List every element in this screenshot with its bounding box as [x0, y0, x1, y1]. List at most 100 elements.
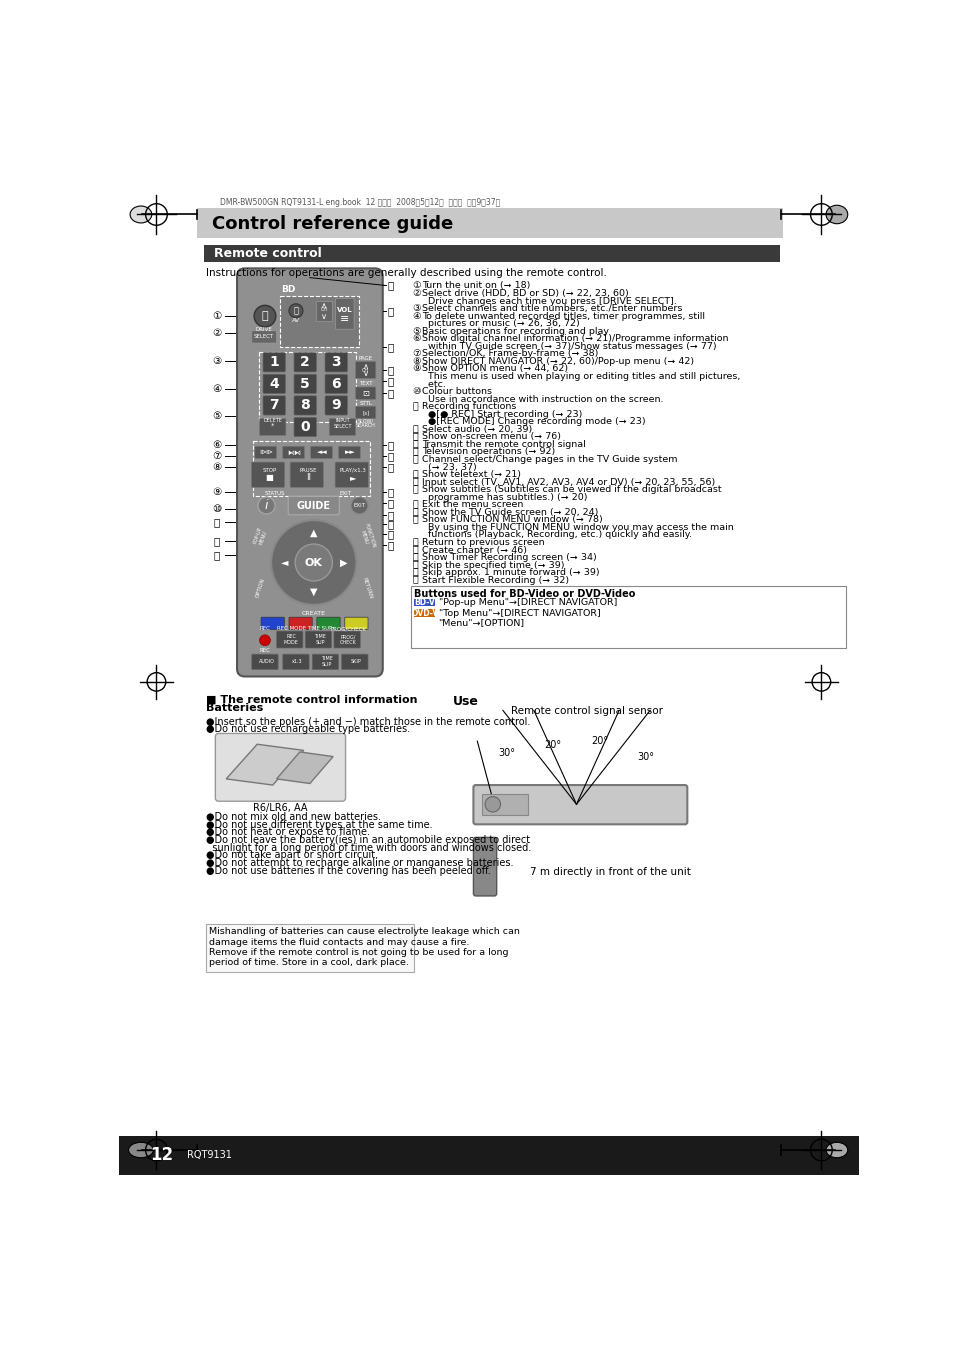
Text: Create chapter (➞ 46): Create chapter (➞ 46) [422, 546, 527, 554]
FancyBboxPatch shape [355, 362, 375, 378]
Circle shape [271, 520, 356, 605]
Text: TIME SUP: TIME SUP [307, 627, 333, 631]
Text: *: * [271, 423, 274, 428]
Text: ⑰: ⑰ [387, 365, 394, 376]
FancyBboxPatch shape [329, 419, 355, 435]
FancyBboxPatch shape [311, 446, 332, 458]
Text: 7: 7 [269, 399, 279, 412]
Text: ⑹: ⑹ [387, 519, 394, 530]
Text: Remote control signal sensor: Remote control signal sensor [510, 705, 662, 716]
FancyBboxPatch shape [263, 353, 285, 372]
Text: ∨: ∨ [320, 312, 327, 320]
Text: ⏻: ⏻ [294, 307, 298, 315]
Polygon shape [276, 753, 333, 784]
Text: Selection/OK, Frame-by-frame (➞ 38): Selection/OK, Frame-by-frame (➞ 38) [422, 350, 598, 358]
Text: ④: ④ [213, 384, 221, 394]
Text: ⑳: ⑳ [387, 440, 394, 450]
FancyBboxPatch shape [290, 462, 323, 488]
Text: RETURN: RETURN [361, 577, 373, 600]
Text: ⑨: ⑨ [213, 486, 221, 497]
Text: ⑯: ⑯ [387, 342, 394, 351]
Text: ▲: ▲ [310, 528, 317, 538]
Text: 12: 12 [151, 1147, 173, 1165]
Text: Mishandling of batteries can cause electrolyte leakage which can: Mishandling of batteries can cause elect… [209, 928, 519, 936]
Text: Start Flexible Recording (➞ 32): Start Flexible Recording (➞ 32) [422, 576, 569, 585]
Text: SLOW/: SLOW/ [357, 419, 374, 423]
Text: Skip approx. 1 minute forward (➞ 39): Skip approx. 1 minute forward (➞ 39) [422, 569, 599, 577]
Polygon shape [226, 744, 303, 785]
FancyBboxPatch shape [259, 419, 286, 435]
Text: x1.3: x1.3 [292, 659, 302, 665]
Text: ⑧: ⑧ [412, 357, 420, 366]
Text: ●Do not use different types at the same time.: ●Do not use different types at the same … [206, 820, 433, 830]
Text: ⑸: ⑸ [387, 509, 394, 520]
Text: Use: Use [452, 694, 477, 708]
FancyBboxPatch shape [294, 353, 316, 372]
Text: programme has subtitles.) (➞ 20): programme has subtitles.) (➞ 20) [422, 493, 587, 501]
Text: ⑫: ⑫ [412, 424, 417, 434]
Circle shape [257, 497, 274, 513]
Text: POP-UP
MENU: POP-UP MENU [253, 527, 268, 546]
Text: ⑴: ⑴ [412, 508, 417, 517]
FancyBboxPatch shape [263, 374, 285, 393]
Text: 6: 6 [331, 377, 341, 390]
FancyBboxPatch shape [316, 617, 340, 630]
Text: ⑮: ⑮ [412, 447, 417, 457]
Text: Select channels and title numbers, etc./Enter numbers: Select channels and title numbers, etc./… [422, 304, 682, 313]
Text: ①: ① [412, 281, 420, 290]
Ellipse shape [825, 205, 847, 224]
Text: Exit the menu screen: Exit the menu screen [422, 500, 523, 509]
Text: This menu is used when playing or editing titles and still pictures,: This menu is used when playing or editin… [422, 372, 740, 381]
Text: 20°: 20° [544, 740, 561, 750]
Text: OPTION: OPTION [254, 577, 266, 598]
Text: REC: REC [259, 647, 270, 653]
Text: Drive changes each time you press [DRIVE SELECT].: Drive changes each time you press [DRIVE… [422, 297, 677, 305]
Text: ►►: ►► [344, 450, 355, 455]
FancyBboxPatch shape [282, 654, 309, 670]
Text: VOL: VOL [336, 307, 353, 313]
Text: Buttons used for BD-Video or DVD-Video: Buttons used for BD-Video or DVD-Video [414, 589, 635, 600]
Text: AV: AV [292, 319, 299, 323]
Circle shape [289, 304, 303, 317]
Circle shape [294, 544, 332, 581]
Text: Television operations (➞ 92): Television operations (➞ 92) [422, 447, 555, 457]
Text: Basic operations for recording and play: Basic operations for recording and play [422, 327, 609, 336]
FancyBboxPatch shape [355, 407, 375, 419]
Text: Select drive (HDD, BD or SD) (➞ 22, 23, 60): Select drive (HDD, BD or SD) (➞ 22, 23, … [422, 289, 628, 299]
Text: ⑪: ⑪ [412, 403, 417, 411]
Text: ≡: ≡ [339, 315, 349, 324]
Bar [315, 301, 332, 320]
Text: ⑭: ⑭ [387, 280, 394, 290]
Text: R6/LR6, AA: R6/LR6, AA [253, 802, 308, 813]
Text: 5: 5 [300, 377, 310, 390]
Text: 30°: 30° [497, 747, 515, 758]
Text: ⑦: ⑦ [213, 451, 221, 461]
Text: INPUT: INPUT [335, 419, 350, 423]
Text: CREATE: CREATE [301, 611, 325, 616]
Text: ●Do not use batteries if the covering has been peeled off.: ●Do not use batteries if the covering ha… [206, 866, 490, 875]
Text: STTL: STTL [359, 401, 372, 405]
Text: ⑩: ⑩ [213, 504, 221, 513]
Text: Show subtitles (Subtitles can be viewed if the digital broadcast: Show subtitles (Subtitles can be viewed … [422, 485, 721, 494]
Text: ⑶: ⑶ [387, 486, 394, 497]
Ellipse shape [130, 205, 152, 223]
Text: Channel select/Change pages in the TV Guide system: Channel select/Change pages in the TV Gu… [422, 455, 677, 463]
Text: ●[● REC] Start recording (➞ 23): ●[● REC] Start recording (➞ 23) [422, 409, 582, 419]
Text: Control reference guide: Control reference guide [212, 215, 453, 232]
Bar [414, 609, 435, 617]
Circle shape [484, 797, 500, 812]
Text: ⑵: ⑵ [412, 515, 417, 524]
Text: ②: ② [412, 289, 420, 299]
Text: Recording functions: Recording functions [422, 403, 517, 411]
FancyBboxPatch shape [473, 785, 686, 824]
Text: ⑲: ⑲ [387, 388, 394, 399]
Text: ∧: ∧ [362, 362, 369, 370]
Ellipse shape [129, 1143, 153, 1158]
FancyBboxPatch shape [252, 654, 278, 670]
Text: Input select (TV, AV1, AV2, AV3, AV4 or DV) (➞ 20, 23, 55, 56): Input select (TV, AV1, AV2, AV3, AV4 or … [422, 478, 715, 486]
Circle shape [253, 305, 275, 327]
Text: TIME
SLIP: TIME SLIP [320, 657, 333, 667]
Circle shape [259, 635, 270, 646]
Text: REC
MODE: REC MODE [284, 634, 298, 644]
Text: ●Insert so the poles (+ and −) match those in the remote control.: ●Insert so the poles (+ and −) match tho… [206, 716, 530, 727]
